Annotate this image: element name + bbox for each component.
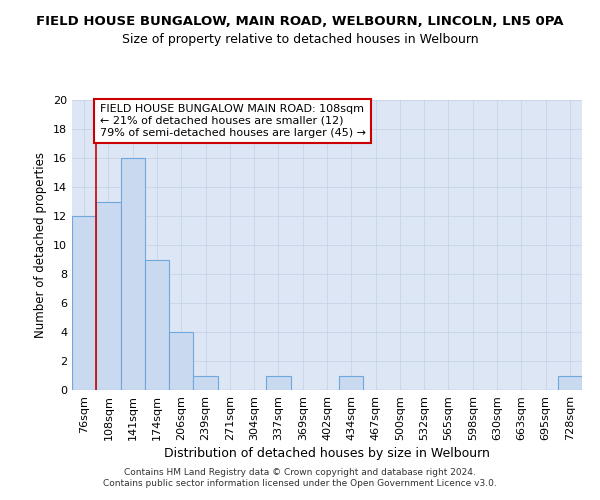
Bar (169, 332, 193, 390)
Bar (72, 216, 96, 390)
Bar (96, 202, 121, 390)
Y-axis label: Number of detached properties: Number of detached properties (34, 152, 47, 338)
Text: Contains HM Land Registry data © Crown copyright and database right 2024.
Contai: Contains HM Land Registry data © Crown c… (103, 468, 497, 487)
X-axis label: Distribution of detached houses by size in Welbourn: Distribution of detached houses by size … (164, 447, 490, 460)
Text: FIELD HOUSE BUNGALOW, MAIN ROAD, WELBOURN, LINCOLN, LN5 0PA: FIELD HOUSE BUNGALOW, MAIN ROAD, WELBOUR… (36, 15, 564, 28)
Bar (145, 260, 169, 390)
Bar (121, 158, 145, 390)
Text: Size of property relative to detached houses in Welbourn: Size of property relative to detached ho… (122, 32, 478, 46)
Text: FIELD HOUSE BUNGALOW MAIN ROAD: 108sqm
← 21% of detached houses are smaller (12): FIELD HOUSE BUNGALOW MAIN ROAD: 108sqm ←… (100, 104, 366, 138)
Bar (193, 376, 218, 390)
Bar (558, 376, 582, 390)
Bar (339, 376, 364, 390)
Bar (266, 376, 290, 390)
